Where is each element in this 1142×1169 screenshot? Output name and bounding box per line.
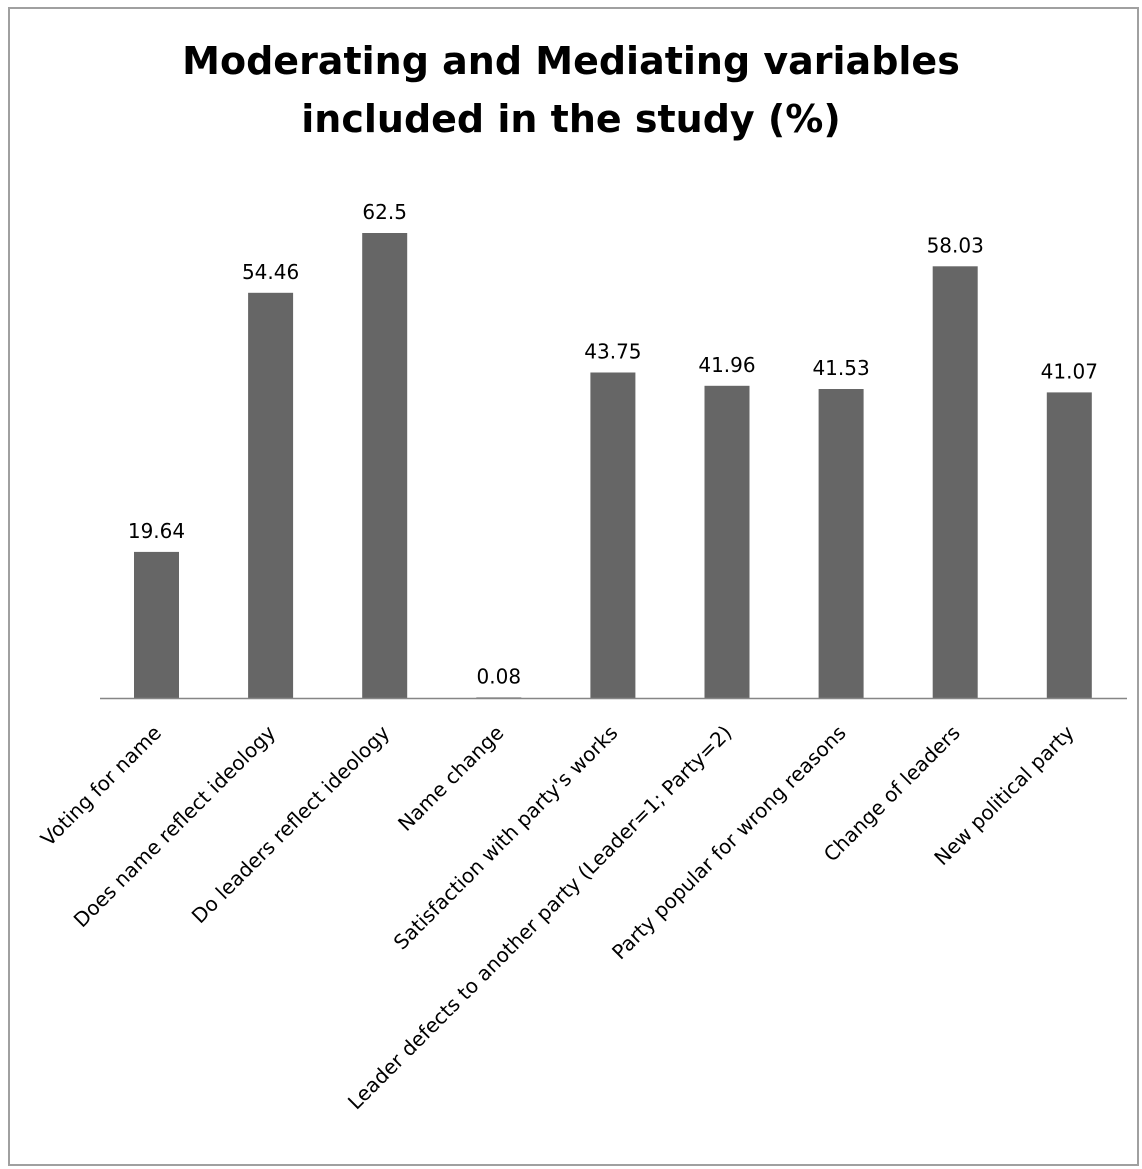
tick-label: Do leaders reflect ideology [187,720,395,928]
tick-label: Name change [393,721,508,836]
bar [476,697,522,698]
bar [932,266,978,699]
bar [134,551,179,699]
data-label: 41.96 [698,353,755,377]
tick-label: Voting for name [36,721,166,851]
bar [248,292,294,698]
data-label: 62.5 [362,200,407,224]
tick-label: Does name reflect ideology [69,720,281,932]
bar [1046,392,1092,698]
chart-title-line-2: included in the study (%) [301,97,841,141]
data-label: 0.08 [477,664,522,688]
bar [362,233,408,698]
chart-title: Moderating and Mediating variables inclu… [0,32,1142,148]
data-label: 41.07 [1041,359,1098,383]
data-label: 54.46 [242,260,299,284]
bar [704,385,750,698]
data-label: 43.75 [584,340,641,364]
data-label: 58.03 [927,233,984,257]
tick-label: Leader defects to another party (Leader=… [343,721,737,1115]
bar [818,389,864,698]
data-label: 19.64 [128,519,185,543]
data-label: 41.53 [812,356,869,380]
tick-label: Satisfaction with party's works [389,721,623,955]
tick-label: Party popular for wrong reasons [607,721,851,965]
bar [590,372,636,698]
chart-title-line-1: Moderating and Mediating variables [182,39,960,83]
